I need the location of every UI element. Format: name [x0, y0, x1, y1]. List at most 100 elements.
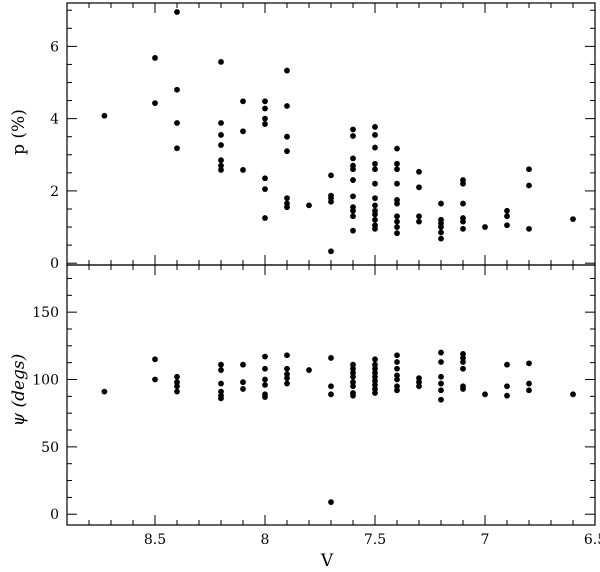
bottom-data-point [218, 395, 224, 402]
top-data-point [350, 227, 356, 234]
bottom-data-point [284, 352, 290, 359]
bottom-data-point [284, 375, 290, 382]
bottom-y-tick-label: 0 [50, 507, 59, 523]
top-data-point [438, 200, 444, 207]
bottom-data-point [218, 388, 224, 395]
top-y-tick-label: 0 [50, 256, 59, 272]
bottom-x-tick-label: 8.5 [144, 532, 166, 548]
top-data-point [350, 207, 356, 214]
top-data-point [350, 126, 356, 133]
top-data-point [262, 175, 268, 182]
top-data-point [284, 148, 290, 155]
top-panel-p-percent: 0 2 4 6 [50, 2, 596, 272]
bottom-data-point [460, 355, 466, 361]
top-data-point [394, 218, 400, 225]
bottom-data-point [262, 365, 268, 372]
bottom-data-point [284, 380, 290, 387]
bottom-data-point [350, 383, 356, 390]
top-data-point [416, 213, 422, 220]
top-data-point [328, 172, 334, 179]
top-data-point [240, 128, 246, 135]
top-data-point [416, 218, 422, 225]
top-data-point [394, 166, 400, 173]
bottom-data-point [372, 365, 378, 372]
top-data-point [350, 213, 356, 220]
bottom-data-point [394, 352, 400, 359]
bottom-data-point [504, 383, 510, 390]
top-data-point [504, 222, 510, 229]
top-data-point [262, 98, 268, 105]
top-data-point [570, 216, 576, 223]
bottom-data-point [438, 380, 444, 387]
bottom-data-point [372, 381, 378, 388]
top-data-point [372, 124, 378, 130]
bottom-data-point [174, 373, 180, 380]
top-data-point [174, 120, 180, 126]
bottom-data-point [460, 365, 466, 372]
top-data-point [460, 218, 466, 225]
bottom-data-point [174, 383, 180, 390]
top-data-point [526, 182, 532, 189]
bottom-data-point [240, 379, 246, 386]
top-data-point [438, 224, 444, 230]
bottom-data-point [394, 383, 400, 390]
top-data-point [350, 155, 356, 162]
top-data-point [372, 160, 378, 167]
top-data-point [416, 168, 422, 175]
bottom-data-point [262, 394, 268, 400]
bottom-data-point [284, 371, 290, 378]
bottom-data-point [438, 387, 444, 394]
bottom-data-point [570, 391, 576, 398]
top-plot-frame [66, 2, 596, 266]
top-data-point [526, 166, 532, 173]
bottom-data-point [438, 373, 444, 380]
top-data-point [372, 144, 378, 151]
top-data-point [284, 204, 290, 211]
top-data-point [372, 202, 378, 209]
bottom-data-point [460, 351, 466, 357]
bottom-data-point [504, 361, 510, 368]
bottom-data-point [394, 365, 400, 372]
bottom-data-point [416, 375, 422, 382]
bottom-y-tick-label: 50 [41, 440, 59, 456]
top-data-point [152, 100, 158, 107]
bottom-data-point [416, 383, 422, 390]
top-data-point [262, 121, 268, 127]
top-data-point [350, 133, 356, 139]
bottom-data-point [460, 359, 466, 365]
bottom-data-point [526, 387, 532, 394]
top-data-point [284, 103, 290, 109]
top-data-point [218, 167, 224, 173]
top-data-point [218, 142, 224, 148]
bottom-data-point [328, 383, 334, 390]
top-data-point [174, 86, 180, 93]
top-data-point [372, 166, 378, 173]
top-data-point [482, 224, 488, 230]
bottom-data-point [372, 373, 378, 380]
bottom-panel-psi-degs: 0 50 100 150 8.5 8 7.5 7 6.5 [32, 264, 600, 548]
top-data-point [350, 166, 356, 173]
top-data-point [218, 120, 224, 126]
top-data-point [394, 180, 400, 187]
bottom-data-point [350, 379, 356, 386]
top-data-point [350, 177, 356, 183]
top-data-point [372, 211, 378, 218]
bottom-data-point [394, 376, 400, 383]
bottom-data-point [438, 349, 444, 356]
bottom-data-point [438, 359, 444, 365]
bottom-data-point [504, 392, 510, 399]
top-data-point [372, 216, 378, 223]
bottom-data-point [174, 388, 180, 395]
bottom-x-tick-label: 7 [481, 532, 490, 548]
top-y-tick-label: 2 [50, 184, 59, 200]
bottom-data-point [372, 361, 378, 368]
top-data-point [372, 195, 378, 202]
top-data-point [372, 132, 378, 138]
top-data-point [350, 193, 356, 200]
top-y-tick-label: 4 [50, 112, 59, 128]
top-data-point [218, 162, 224, 169]
top-data-point [218, 157, 224, 164]
top-data-point [504, 207, 510, 214]
bottom-data-point [482, 391, 488, 398]
bottom-data-point [526, 360, 532, 367]
